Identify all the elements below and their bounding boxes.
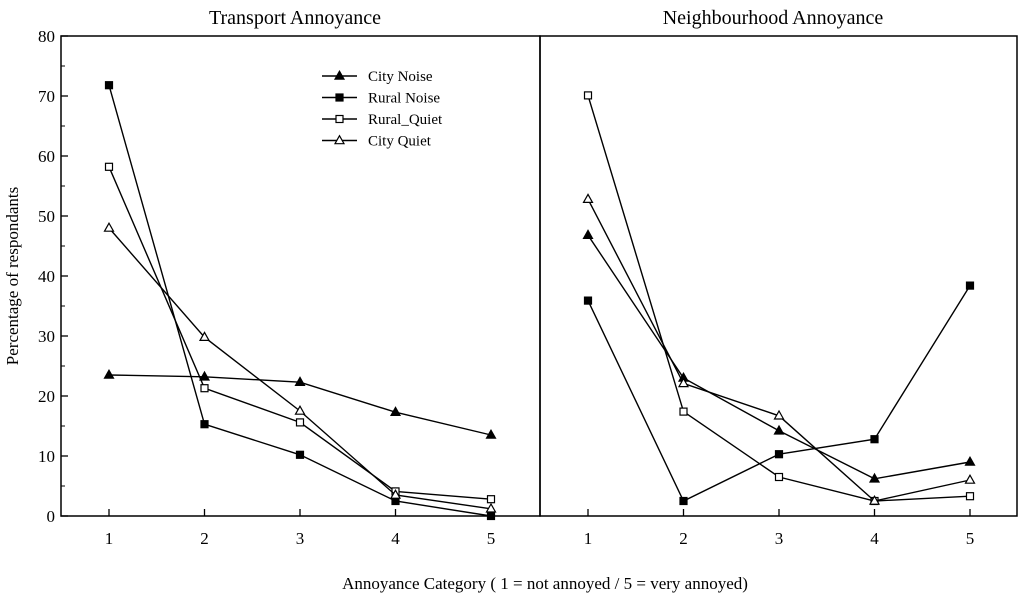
panel-title-transport: Transport Annoyance [209,7,381,29]
data-point-p1-city-quiet-3 [294,404,306,415]
legend-marker-city-quiet [333,134,346,145]
data-point-p1-rural-noise-1 [104,81,114,90]
data-point-p2-city-quiet-4 [868,494,881,505]
data-point-p2-rural-noise-2 [679,496,688,506]
y-tick-label-80: 80 [38,27,55,46]
x-tick-label-p2-2: 2 [679,529,688,548]
y-tick-label-20: 20 [38,387,55,406]
data-point-p1-city-noise-3 [294,376,306,386]
x-tick-label-p2-5: 5 [966,529,975,548]
legend-label-city-noise: City Noise [368,69,433,85]
x-tick-label-p1-2: 2 [200,529,209,548]
legend-label-rural-noise: Rural Noise [368,91,440,107]
y-tick-label-10: 10 [38,447,55,466]
legend-marker-rural-quiet [335,114,344,124]
x-tick-label-p2-1: 1 [584,529,593,548]
series-line-p2-city-noise [587,234,971,480]
data-point-p1-city-quiet-1 [103,221,115,232]
data-point-p2-city-noise-1 [582,229,594,239]
legend-label-city-quiet: City Quiet [368,134,432,150]
panel-frame-2 [539,35,1018,517]
data-point-p1-city-quiet-4 [389,488,402,499]
data-point-p1-city-noise-2 [198,370,211,381]
x-tick-label-p2-3: 3 [775,529,784,548]
data-point-p1-rural-quiet-2 [200,384,209,393]
legend-label-rural-quiet: Rural_Quiet [368,112,443,128]
y-axis-title: Percentage of respondants [3,187,22,365]
data-point-p2-city-quiet-3 [773,409,785,420]
data-point-p2-city-noise-5 [964,455,976,466]
y-tick-label-50: 50 [38,207,55,226]
data-point-p1-city-noise-5 [485,428,497,439]
legend-marker-city-noise [333,69,346,80]
x-tick-label-p2-4: 4 [870,529,879,548]
y-tick-label-60: 60 [38,147,55,166]
data-point-p2-rural-noise-5 [965,281,975,290]
data-point-p2-rural-quiet-5 [965,492,975,501]
y-tick-label-70: 70 [38,87,55,106]
x-axis-title: Annoyance Category ( 1 = not annoyed / 5… [342,574,748,593]
x-tick-label-p1-1: 1 [105,529,114,548]
data-point-p1-rural-noise-3 [295,450,305,459]
data-point-p1-rural-quiet-3 [295,418,305,427]
data-point-p2-rural-noise-3 [774,450,784,459]
x-tick-label-p1-4: 4 [391,529,400,548]
y-tick-label-0: 0 [47,507,56,526]
data-point-p1-rural-noise-2 [200,420,209,429]
y-tick-label-30: 30 [38,327,55,346]
x-tick-label-p1-5: 5 [487,529,496,548]
data-point-p1-city-quiet-5 [485,502,497,513]
data-point-p1-rural-quiet-1 [104,162,114,171]
data-point-p2-rural-quiet-2 [679,407,688,416]
data-point-p1-rural-noise-5 [486,511,496,521]
data-point-p2-rural-noise-1 [583,296,593,305]
data-point-p1-rural-quiet-5 [486,495,496,504]
data-point-p2-city-noise-4 [868,472,881,483]
series-line-p1-city-quiet [108,227,492,510]
data-point-p2-rural-quiet-1 [583,91,593,100]
data-point-p2-rural-noise-4 [870,435,879,444]
x-tick-label-p1-3: 3 [296,529,305,548]
data-point-p2-city-noise-3 [773,424,785,435]
legend-marker-rural-noise [335,93,344,102]
series-line-p2-rural-quiet [587,95,971,502]
panel-frame-1 [60,35,541,517]
series-line-p1-rural-quiet [108,166,492,500]
data-point-p1-city-quiet-2 [198,331,211,341]
data-point-p2-city-quiet-2 [677,377,690,388]
panel-title-neighbourhood: Neighbourhood Annoyance [663,7,884,29]
data-point-p2-city-quiet-1 [582,193,594,203]
data-point-p2-rural-quiet-3 [774,472,784,482]
plot-area: 0 10 20 30 40 50 60 70 80 1 2 3 4 5 1 2 3 4 5 City Noise Rur… [38,27,1018,548]
y-tick-label-40: 40 [38,267,55,286]
data-point-p2-city-quiet-5 [964,473,976,484]
data-point-p1-city-noise-4 [389,406,402,416]
data-point-p1-city-noise-1 [103,368,115,379]
series-line-p2-rural-noise [587,285,971,502]
